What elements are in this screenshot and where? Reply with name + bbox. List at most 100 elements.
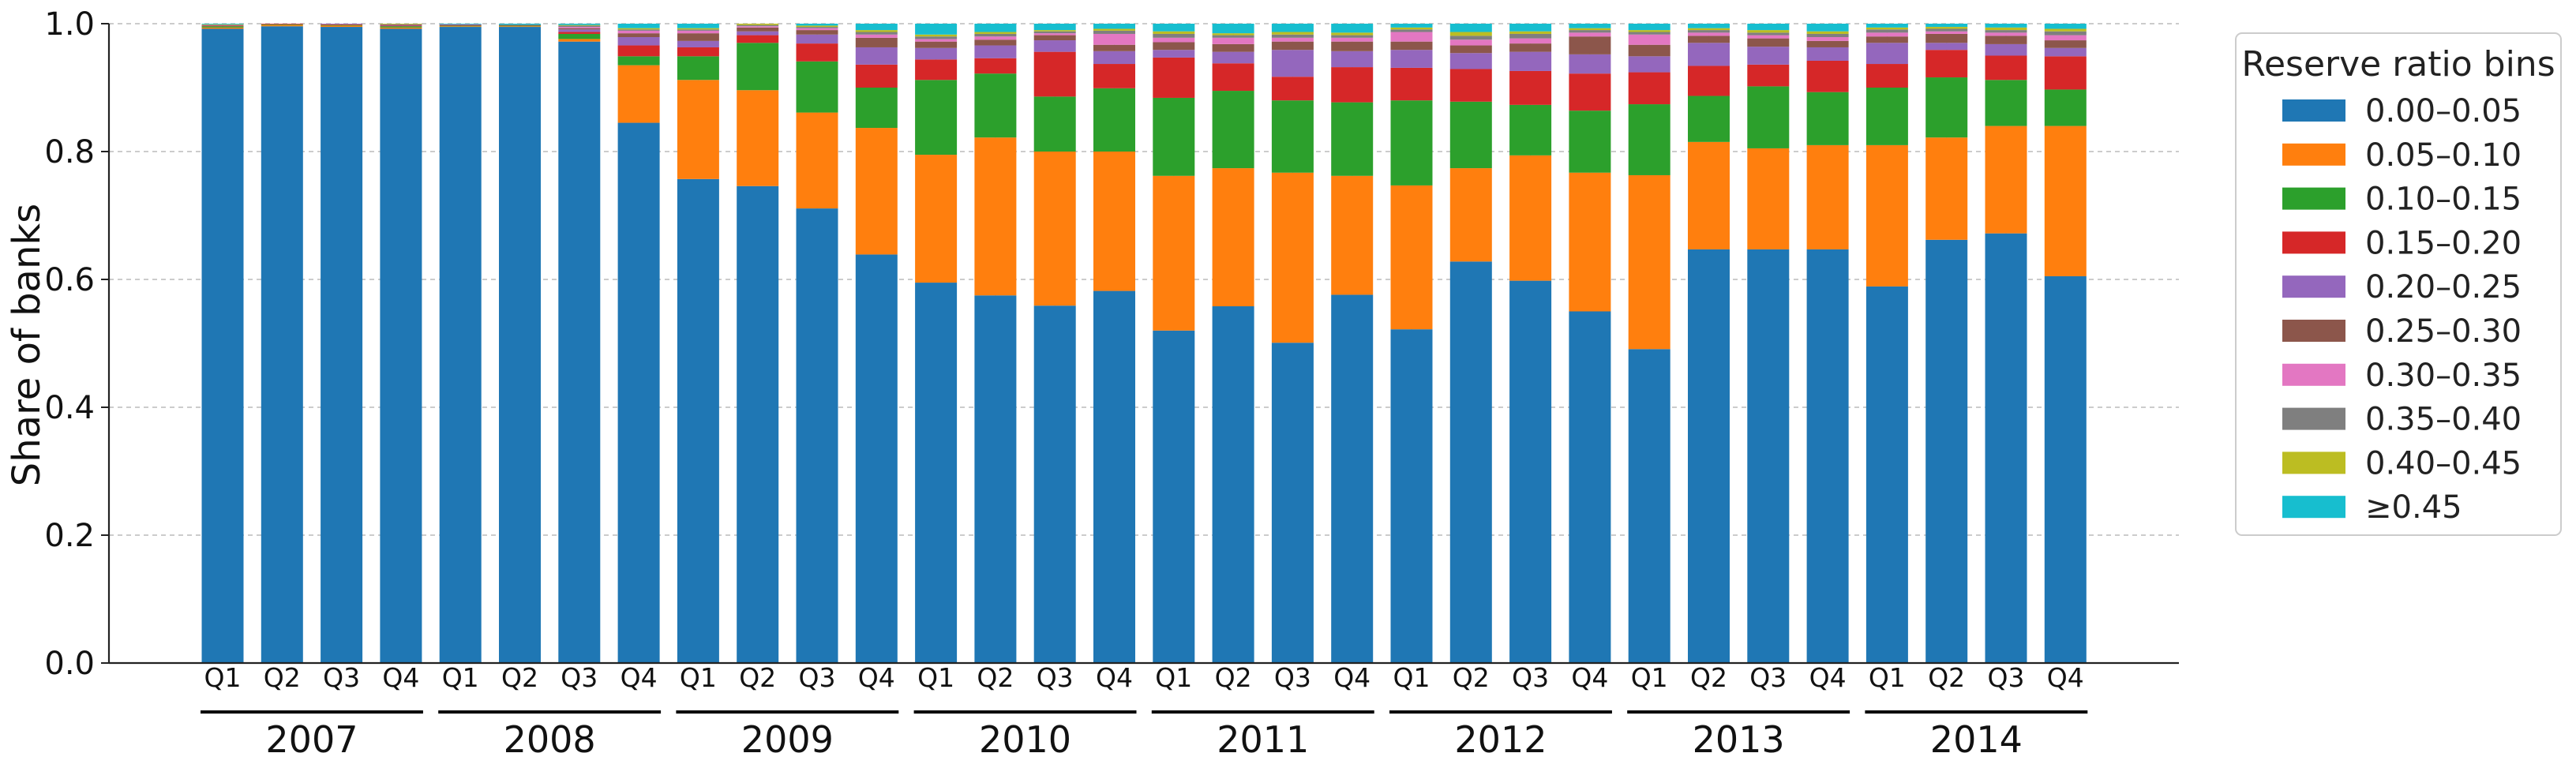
bar-segment [737, 24, 779, 27]
bar-segment [2044, 28, 2087, 32]
bar-segment [1212, 43, 1254, 52]
legend-item: 0.00–0.05 [2282, 93, 2522, 129]
bar-segment [2044, 35, 2087, 41]
bar-segment [1331, 24, 1374, 33]
bar-segment [1865, 27, 1908, 30]
bar-segment [1628, 174, 1670, 350]
bar-segment [1925, 137, 1968, 240]
bar-segment [1747, 24, 1790, 31]
bar-segment [1688, 28, 1730, 31]
legend-label: 0.25–0.30 [2365, 313, 2522, 350]
bar-segment [677, 56, 719, 81]
bar-segment [1033, 31, 1076, 34]
legend-label: 0.30–0.35 [2365, 358, 2522, 394]
bar-segment [1509, 155, 1552, 281]
bar-segment [1806, 31, 1849, 34]
bar-segment [1688, 66, 1730, 96]
bar-segment [380, 24, 422, 26]
bar-segment [1390, 32, 1433, 42]
bar-segment [201, 27, 244, 29]
x-tick-label: Q3 [1037, 662, 1074, 693]
bar-segment [617, 122, 660, 664]
bar-segment [1153, 57, 1195, 98]
bar-segment [974, 33, 1017, 37]
bar-segment [1688, 43, 1730, 66]
bar-segment [1093, 30, 1135, 34]
bar-segment [1271, 32, 1314, 35]
bar-segment [737, 26, 779, 28]
bar-segment [617, 24, 660, 28]
bar-stack [1449, 24, 1492, 663]
bar-segment [1212, 91, 1254, 169]
year-label: 2013 [1693, 718, 1785, 761]
bar-segment [1153, 33, 1195, 38]
bar-segment [1985, 126, 2027, 234]
bar-segment [1331, 175, 1374, 295]
x-tick-label: Q4 [2047, 662, 2084, 693]
year-label: 2014 [1930, 718, 2023, 761]
year-label: 2010 [979, 718, 1071, 761]
bar-segment [1390, 100, 1433, 185]
bar-segment [321, 25, 363, 28]
bars-layer [201, 24, 2087, 664]
bar-segment [1271, 172, 1314, 343]
bar-stack [974, 24, 1017, 663]
bar-segment [915, 24, 958, 35]
bar-segment [1806, 33, 1849, 38]
bar-stack [1390, 24, 1433, 663]
bar-segment [1449, 53, 1492, 69]
bar-segment [796, 43, 838, 62]
bar-segment [1449, 101, 1492, 169]
bar-segment [796, 24, 838, 26]
bar-stack [558, 24, 601, 664]
bar-segment [1865, 43, 1908, 65]
legend-swatch [2282, 320, 2345, 342]
bar-segment [1212, 33, 1254, 36]
bar-segment [855, 37, 898, 47]
bar-segment [974, 58, 1017, 74]
bar-segment [1093, 152, 1135, 291]
x-tick-label: Q1 [1393, 662, 1430, 693]
bar-segment [1806, 47, 1849, 61]
bar-segment [1509, 70, 1552, 105]
bar-segment [1747, 30, 1790, 33]
bar-segment [558, 33, 601, 39]
bar-segment [499, 26, 541, 28]
bar-segment [1153, 31, 1195, 34]
bar-segment [1985, 32, 2027, 36]
bar-segment [915, 59, 958, 81]
bar-segment [1865, 24, 1908, 28]
bar-segment [677, 80, 719, 179]
bar-segment [1985, 55, 2027, 81]
bar-segment [1985, 80, 2027, 126]
bar-segment [1747, 47, 1790, 65]
bar-segment [1628, 44, 1670, 57]
bar-segment [617, 29, 660, 31]
bar-segment [1688, 249, 1730, 663]
bar-segment [1449, 168, 1492, 262]
legend: Reserve ratio bins 0.00–0.05 0.05–0.10 0.1… [2235, 32, 2562, 536]
bar-segment [1271, 100, 1314, 173]
bar-segment [1212, 306, 1254, 663]
bar-segment [1033, 51, 1076, 97]
bar-segment [1569, 36, 1611, 54]
bar-segment [1033, 152, 1076, 306]
bar-stack [1747, 24, 1790, 663]
x-tick-label: Q4 [1809, 662, 1847, 693]
bar-segment [677, 33, 719, 41]
bar-segment [796, 30, 838, 35]
bar-segment [617, 30, 660, 34]
bar-segment [1688, 30, 1730, 33]
legend-swatch [2282, 407, 2345, 430]
bar-segment [1271, 77, 1314, 101]
bar-segment [677, 47, 719, 57]
bar-segment [915, 34, 958, 37]
bar-segment [617, 56, 660, 66]
x-tick-label: Q4 [1571, 662, 1608, 693]
bar-segment [201, 26, 244, 28]
bar-stack [1985, 24, 2027, 663]
bar-segment [558, 27, 601, 28]
bar-segment [1628, 24, 1670, 31]
bar-stack [499, 24, 541, 664]
bar-segment [499, 24, 541, 25]
